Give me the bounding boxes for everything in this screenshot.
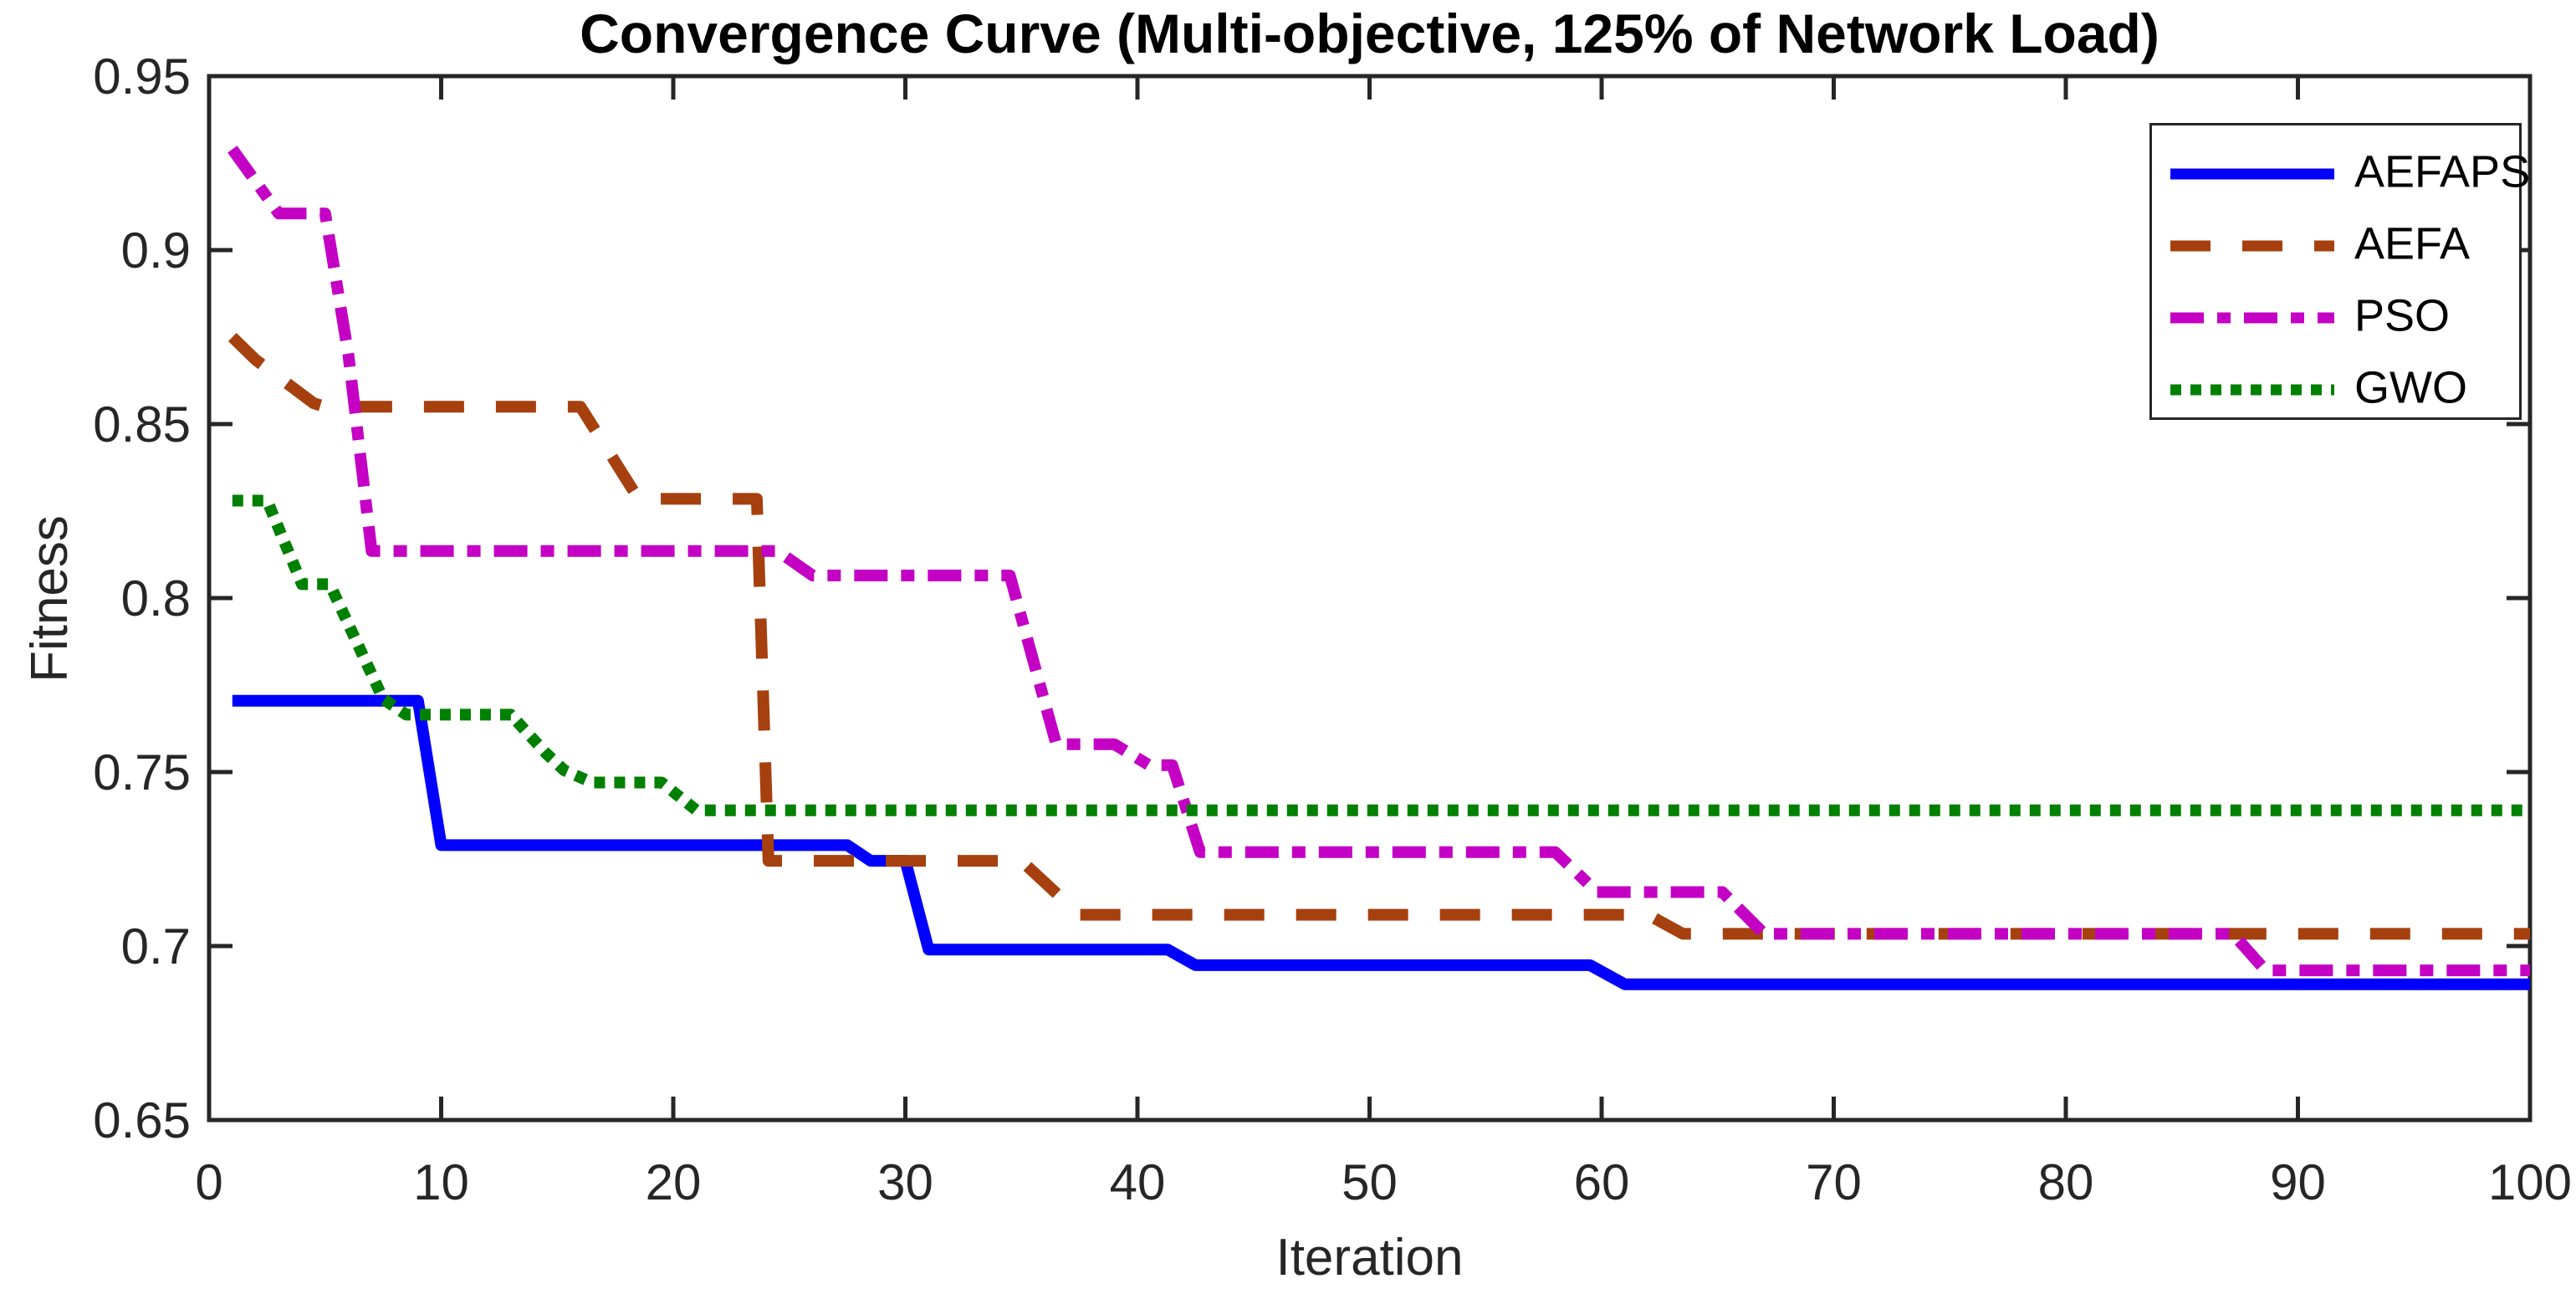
legend: AEFAPS AEFA PSO GWO [2149,123,2530,420]
x-tick-label: 80 [2038,1154,2094,1210]
x-tick-label: 60 [1574,1154,1630,1210]
series-pso-line [227,146,2530,977]
y-tick-label: 0.8 [121,570,191,627]
y-tick-label: 0.95 [93,49,191,105]
legend-line-sample-gwo [2170,384,2334,396]
x-tick-label: 10 [413,1154,469,1210]
y-tick-label: 0.7 [121,918,191,974]
x-tick-label: 30 [877,1154,933,1210]
x-tick-label: 100 [2488,1154,2572,1210]
series-aefa-line [227,332,2530,940]
legend-item-aefa: AEFA [2152,210,2519,282]
legend-label-aefa: AEFA [2354,218,2471,269]
legend-line-sample-aefa [2170,240,2334,252]
x-axis-label: Iteration [1275,1229,1464,1286]
x-tick-label: 90 [2270,1154,2326,1210]
legend-item-gwo: GWO [2152,354,2519,426]
series-gwo-line [232,494,2530,816]
y-tick-label: 0.85 [93,396,191,453]
x-tick-label: 0 [195,1154,222,1210]
legend-item-aefaps: AEFAPS [2152,138,2530,210]
legend-line-sample-aefaps [2170,168,2334,180]
x-tick-label: 50 [1342,1154,1398,1210]
legend-item-pso: PSO [2152,282,2519,354]
series-aefaps-line [232,694,2530,990]
legend-line-sample-pso [2170,312,2334,324]
legend-label-aefaps: AEFAPS [2354,146,2531,197]
x-tick-label: 20 [646,1154,702,1210]
y-tick-label: 0.75 [93,744,191,800]
legend-label-pso: PSO [2354,290,2451,341]
chart-title: Convergence Curve (Multi-objective, 125%… [580,3,2159,64]
x-tick-label: 70 [1806,1154,1862,1210]
y-tick-label: 0.65 [93,1092,191,1148]
x-tick-label: 40 [1110,1154,1166,1210]
legend-label-gwo: GWO [2354,362,2467,413]
y-tick-label: 0.9 [121,222,191,279]
